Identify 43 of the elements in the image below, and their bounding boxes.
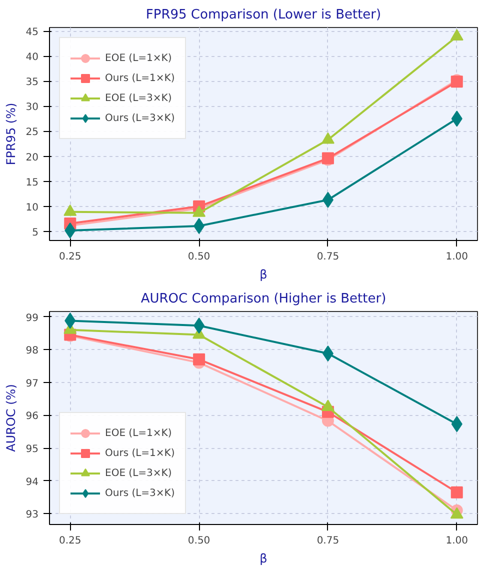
y-tick-label: 45 xyxy=(26,27,39,38)
legend-label: EOE (L=1×K) xyxy=(105,426,172,440)
y-tick-label: 99 xyxy=(26,312,39,324)
x-axis-title: β xyxy=(260,268,268,282)
y-tick-label: 98 xyxy=(26,346,39,357)
x-tick-label: 0.50 xyxy=(188,252,210,262)
point xyxy=(192,206,206,217)
legend-label: Ours (L=1×K) xyxy=(105,72,175,85)
legend-label: EOE (L=3×K) xyxy=(105,92,172,105)
x-tick-label: 0.25 xyxy=(58,536,82,546)
y-axis-title: AUROC (%) xyxy=(4,384,18,452)
x-tick-label: 0.75 xyxy=(316,536,340,546)
x-axis-title: β xyxy=(260,552,268,566)
x-tick-label: 0.75 xyxy=(316,252,340,262)
x-tick-label: 0.50 xyxy=(188,536,210,546)
legend-label: EOE (L=1×K) xyxy=(105,52,172,65)
y-tick-label: 25 xyxy=(26,127,39,138)
point xyxy=(450,507,464,519)
y-axis-title: FPR95 (%) xyxy=(4,102,18,166)
y-tick-label: 97 xyxy=(26,378,39,390)
y-tick-label: 15 xyxy=(26,177,39,188)
x-tick-label: 1.00 xyxy=(446,536,468,546)
chart-title: AUROC Comparison (Higher is Better) xyxy=(140,292,386,306)
y-tick-label: 93 xyxy=(26,510,39,521)
y-tick-label: 20 xyxy=(26,152,39,164)
y-tick-label: 35 xyxy=(26,77,39,88)
y-tick-label: 10 xyxy=(26,202,39,214)
y-tick-label: 40 xyxy=(26,52,39,64)
x-tick-label: 1.00 xyxy=(446,252,468,262)
y-tick-label: 5 xyxy=(32,227,39,238)
point xyxy=(193,353,206,366)
legend-label: EOE (L=3×K) xyxy=(105,466,172,480)
legend-label: Ours (L=3×K) xyxy=(105,112,175,125)
point xyxy=(450,486,463,498)
legend-label: Ours (L=3×K) xyxy=(105,486,175,500)
y-tick-label: 96 xyxy=(26,411,39,422)
y-tick-label: 95 xyxy=(26,444,39,456)
y-tick-label: 94 xyxy=(26,476,39,488)
y-tick-label: 30 xyxy=(26,102,39,114)
point xyxy=(64,204,77,216)
x-tick-label: 0.25 xyxy=(58,252,82,262)
legend-label: Ours (L=1×K) xyxy=(105,446,175,460)
chart-title: FPR95 Comparison (Lower is Better) xyxy=(146,8,382,22)
